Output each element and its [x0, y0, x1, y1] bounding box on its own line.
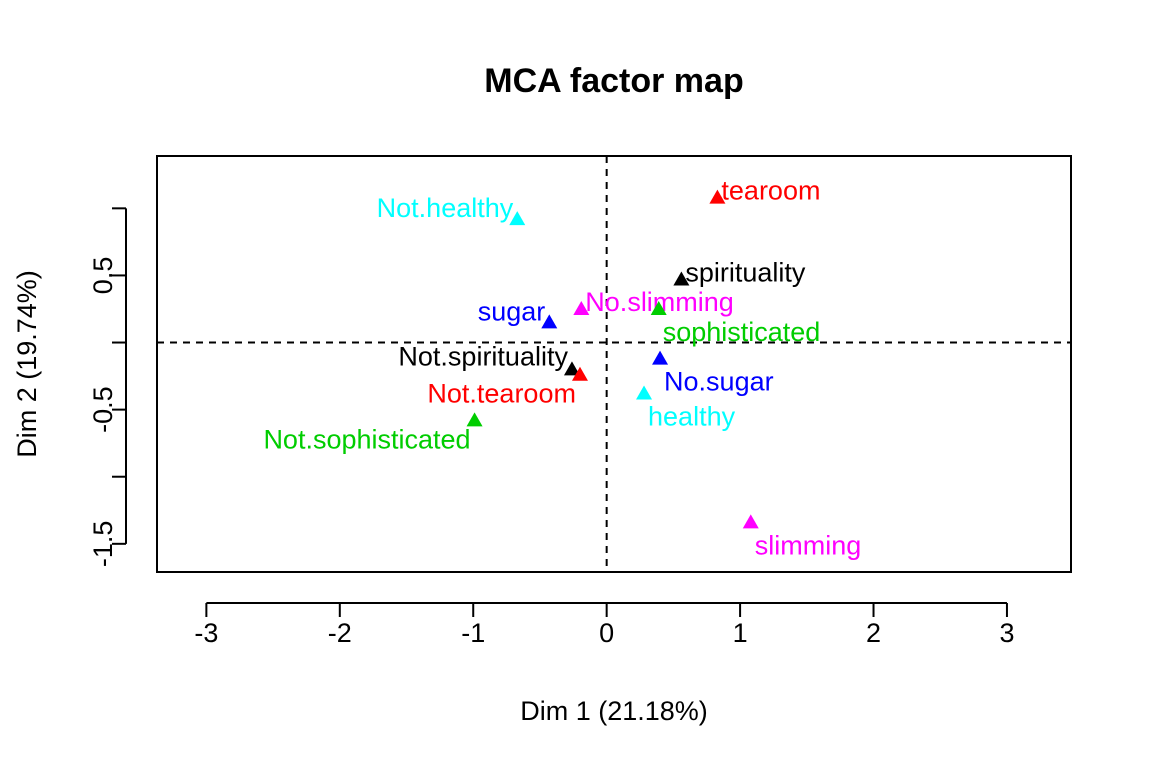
point-marker [541, 314, 558, 329]
point-marker [652, 350, 669, 365]
x-tick-label: 3 [999, 618, 1014, 648]
point-marker [571, 366, 588, 381]
point-label: No.sugar [664, 367, 774, 397]
point-label: Not.tearoom [427, 379, 576, 409]
point-label: sugar [478, 296, 546, 326]
point-marker [563, 361, 580, 376]
y-tick-label: 0.5 [88, 257, 118, 295]
point-marker [466, 412, 483, 427]
x-tick-label: -1 [461, 618, 485, 648]
y-tick-label: -1.5 [88, 521, 118, 568]
point-label: spirituality [685, 257, 806, 287]
x-tick-label: 1 [733, 618, 748, 648]
x-tick-label: -2 [328, 618, 352, 648]
point-marker [742, 514, 759, 529]
point-label: Not.sophisticated [263, 424, 470, 454]
point-marker [709, 189, 726, 204]
point-marker [636, 385, 653, 400]
point-label: tearoom [721, 176, 820, 206]
plot-area: -3 -2 -1 0 1 2 3 -1.5 -0.5 0.5 tearoom Not.healthy s… [88, 155, 1072, 648]
y-axis-title: Dim 2 (19.74%) [12, 270, 42, 458]
point-label: Not.healthy [377, 193, 514, 223]
point-marker [509, 211, 526, 226]
point-label: sophisticated [663, 317, 821, 347]
point-marker [650, 300, 667, 315]
y-tick-label: -0.5 [88, 386, 118, 433]
plot-frame [156, 155, 1072, 573]
x-tick-label: 2 [866, 618, 881, 648]
chart-title: MCA factor map [484, 62, 743, 100]
point-label: healthy [648, 402, 736, 432]
point-label: Not.spirituality [398, 341, 568, 371]
point-label: slimming [755, 530, 862, 560]
x-tick-label: -3 [194, 618, 218, 648]
x-tick-label: 0 [599, 618, 614, 648]
point-marker [573, 300, 590, 315]
x-axis-title: Dim 1 (21.18%) [520, 696, 708, 726]
point-marker [673, 271, 690, 286]
